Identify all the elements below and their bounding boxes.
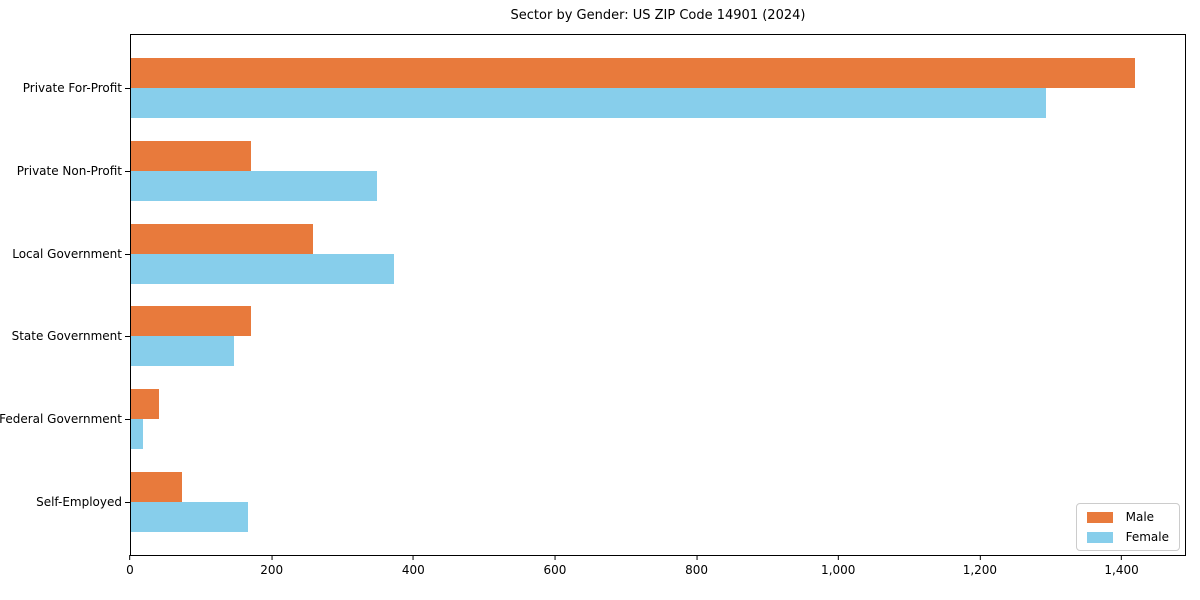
bar-female (131, 501, 248, 532)
bar-rows: Private For-Profit Private Non-Profit Loca… (0, 35, 1185, 555)
y-tick-mark (125, 501, 130, 503)
bar-female (131, 171, 377, 201)
x-tick-mark (979, 555, 981, 560)
y-tick-mark (125, 88, 130, 90)
x-tick-label: 600 (543, 563, 567, 577)
x-tick-label: 400 (401, 563, 425, 577)
bar-male (131, 389, 160, 420)
bar-male (131, 223, 314, 254)
y-tick-mark (125, 419, 130, 421)
chart-title: Sector by Gender: US ZIP Code 14901 (202… (510, 8, 806, 23)
x-tick-mark (837, 555, 839, 560)
legend-label-male: Male (1125, 510, 1155, 524)
bar-male (131, 141, 252, 171)
plot-area: Private For-Profit Private Non-Profit Loca… (0, 34, 1186, 577)
bar-female (131, 336, 234, 367)
x-tick-label: 800 (685, 563, 709, 577)
bar-female (131, 419, 144, 450)
x-tick-label: 0 (126, 563, 134, 577)
bar-male (131, 58, 1135, 89)
y-tick-mark (125, 336, 130, 338)
legend-swatch-female (1086, 531, 1113, 543)
y-tick-label: State Government (11, 329, 122, 344)
legend-swatch-male (1086, 511, 1113, 523)
y-tick-label: Local Government (12, 246, 122, 261)
x-tick-label: 1,200 (962, 563, 998, 577)
category-row: Local Government (12, 212, 1185, 295)
y-tick-label: Self-Employed (36, 494, 122, 509)
x-tick-label: 200 (260, 563, 284, 577)
y-tick-mark (125, 253, 130, 255)
x-tick: 800 (685, 555, 708, 577)
category-row: Private For-Profit (23, 47, 1185, 130)
y-tick-label: Private Non-Profit (16, 164, 122, 178)
legend: Male Female (1075, 503, 1180, 551)
bar-male (131, 306, 252, 337)
x-tick: 0 (126, 555, 134, 577)
x-tick-mark (1121, 555, 1123, 560)
x-tick-mark (129, 555, 131, 560)
x-tick-mark (696, 555, 698, 560)
legend-item-female: Female (1086, 530, 1169, 544)
category-row: Federal Government (0, 378, 1185, 461)
x-tick: 400 (402, 555, 425, 577)
x-tick: 600 (543, 555, 566, 577)
x-tick: 1,400 (1104, 555, 1139, 577)
legend-item-male: Male (1086, 510, 1169, 524)
category-row: State Government (12, 295, 1185, 378)
bar-female (131, 253, 394, 284)
x-tick-label: 1,400 (1104, 563, 1139, 577)
x-tick: 1,200 (963, 555, 997, 577)
x-tick: 1,000 (821, 555, 855, 577)
y-tick-label: Federal Government (0, 412, 122, 427)
category-row: Self-Employed (36, 460, 1185, 543)
x-tick-mark (554, 555, 556, 560)
x-tick: 200 (260, 555, 283, 577)
x-axis: 0 200 400 600 800 1,000 1,200 1,400 (126, 555, 1186, 585)
bar-female (131, 88, 1047, 119)
x-tick-mark (271, 555, 273, 560)
category-row: Private Non-Profit (17, 130, 1185, 213)
x-tick-label: 1,000 (821, 563, 856, 577)
y-tick-mark (125, 171, 130, 172)
x-tick-mark (412, 555, 414, 560)
legend-label-female: Female (1125, 530, 1169, 544)
bar-male (131, 471, 182, 502)
y-tick-label: Private For-Profit (22, 81, 122, 96)
